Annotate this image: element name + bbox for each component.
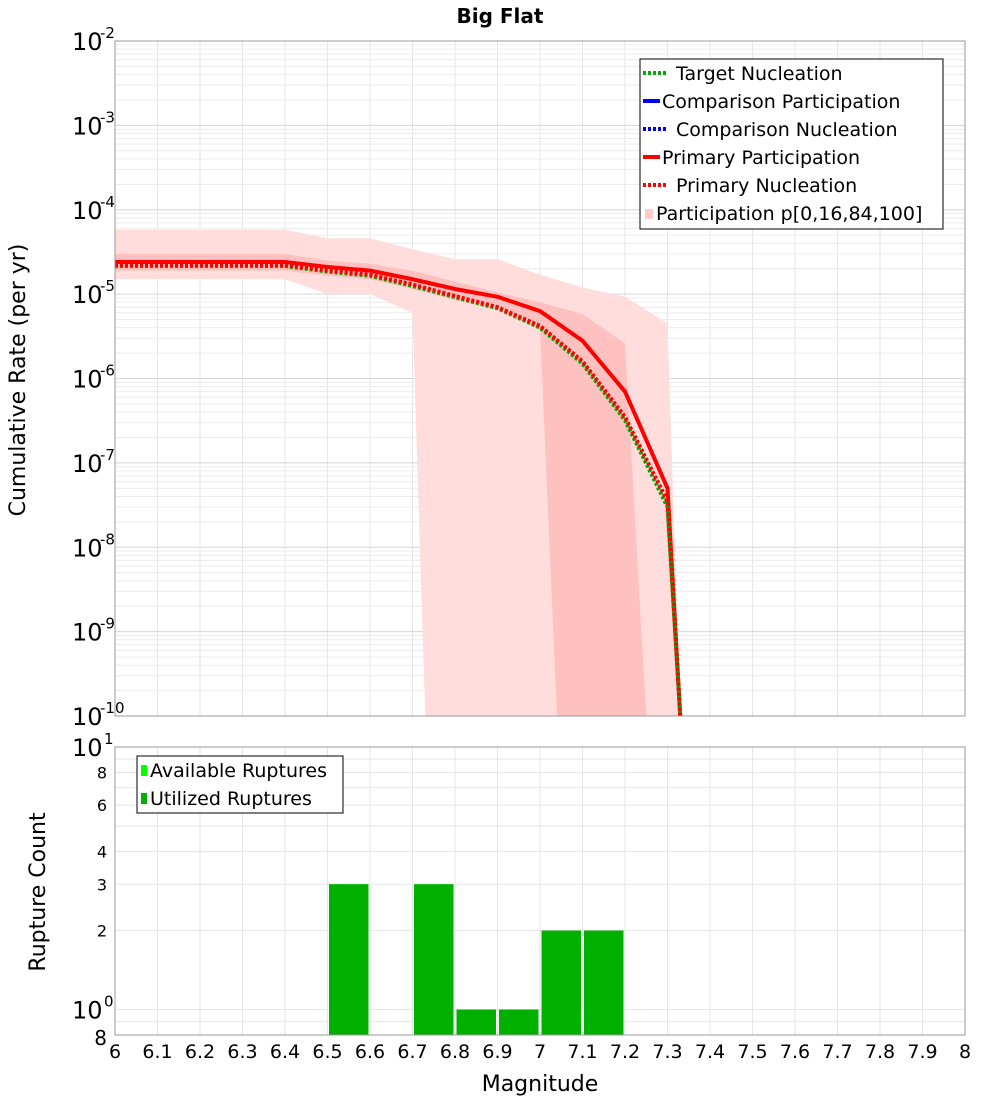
y-tick-exponent: -9: [100, 615, 115, 633]
y-tick-exponent: 0: [104, 993, 114, 1011]
rate-plot-bands: [115, 229, 681, 717]
legend-box: [136, 755, 344, 814]
percentile-band-p16-p84: [115, 253, 647, 716]
bar-utilized-ruptures: [329, 884, 369, 1035]
x-tick-label: 6.8: [440, 1041, 470, 1063]
rupture-count-x-ticks: 6 6.1 6.2 6.3 6.4 6.5 6.6 6.7 6.8 6.9 7 7.1 7.2 7.3 7.…: [109, 1041, 971, 1063]
x-tick-label: 7.8: [865, 1041, 895, 1063]
rate-plot-frame: [114, 40, 966, 717]
legend-swatch: [141, 765, 147, 776]
rate-plot-y-label: Cumulative Rate (per yr): [6, 244, 31, 517]
y-tick-label: 3: [97, 875, 107, 894]
legend-label: Utilized Ruptures: [150, 788, 312, 810]
y-tick-exponent: -3: [100, 108, 115, 126]
legend-label: Comparison Participation: [662, 91, 900, 113]
legend-box: [639, 58, 944, 230]
legend-label: Participation p[0,16,84,100]: [656, 203, 922, 225]
rupture-count-y-label: Rupture Count: [26, 812, 51, 972]
x-tick-label: 6.3: [227, 1041, 257, 1063]
y-tick-label: 6: [97, 796, 107, 815]
y-tick-label: 10: [72, 281, 103, 309]
rate-plot-legend: Target Nucleation Comparison Participatio…: [639, 58, 944, 230]
y-tick-exponent: -5: [100, 277, 115, 295]
x-tick-label: 6.5: [312, 1041, 342, 1063]
x-tick-label: 7.3: [652, 1041, 682, 1063]
legend-label: Target Nucleation: [675, 63, 843, 85]
y-tick-exponent: 1: [104, 730, 114, 748]
legend-label: Comparison Nucleation: [676, 119, 898, 141]
y-tick-label: 10: [72, 366, 103, 394]
y-tick-label: 10: [72, 28, 103, 56]
legend-label: Primary Participation: [662, 147, 860, 169]
x-tick-label: 6.6: [355, 1041, 385, 1063]
y-tick-label: 10: [72, 734, 103, 762]
x-tick-label: 7.7: [822, 1041, 852, 1063]
y-tick-label: 10: [72, 197, 103, 225]
percentile-band-p0-p100: [115, 229, 681, 717]
y-tick-label: 10: [72, 703, 103, 731]
x-tick-label: 6.4: [270, 1041, 300, 1063]
legend-swatch: [141, 793, 147, 804]
rupture-count-bars: [329, 884, 624, 1035]
y-tick-label: 10: [72, 997, 103, 1025]
y-tick-label: 10: [72, 619, 103, 647]
rate-plot-lines: [115, 260, 683, 717]
x-tick-label: 6.9: [482, 1041, 512, 1063]
legend-label: Primary Nucleation: [676, 175, 857, 197]
bar-utilized-ruptures: [456, 1009, 496, 1035]
x-tick-label: 7.5: [737, 1041, 767, 1063]
bar-utilized-ruptures: [499, 1009, 539, 1035]
y-tick-label: 8: [97, 763, 107, 782]
x-tick-label: 6: [109, 1041, 121, 1063]
y-tick-exponent: -10: [100, 699, 125, 717]
bar-utilized-ruptures: [541, 930, 581, 1035]
chart-title: Big Flat: [457, 4, 544, 28]
y-tick-label: 2: [97, 922, 107, 941]
y-tick-exponent: -2: [100, 24, 115, 42]
rupture-count-legend: Available Ruptures Utilized Ruptures: [136, 755, 344, 814]
x-axis-label: Magnitude: [482, 1072, 599, 1097]
x-tick-label: 8: [959, 1041, 971, 1063]
y-tick-label: 10: [72, 112, 103, 140]
x-tick-label: 7.2: [610, 1041, 640, 1063]
series-line-primary-nucleation: [115, 263, 683, 717]
y-tick-exponent: -6: [100, 362, 115, 380]
rupture-count-frame: [114, 746, 966, 1036]
y-tick-exponent: -7: [100, 446, 115, 464]
x-tick-label: 7.1: [567, 1041, 597, 1063]
y-tick-exponent: -4: [100, 193, 115, 211]
x-tick-label: 7.6: [780, 1041, 810, 1063]
y-tick-label: 4: [97, 842, 107, 861]
series-line-primary-participation: [115, 260, 683, 717]
legend-label: Available Ruptures: [150, 760, 327, 782]
x-tick-label: 6.2: [185, 1041, 215, 1063]
y-tick-label: 8: [94, 1026, 107, 1050]
y-tick-label: 10: [72, 450, 103, 478]
rate-plot-y-ticks: 10-210-310-410-510-610-710-810-910-10: [72, 24, 125, 731]
bar-utilized-ruptures: [414, 884, 454, 1035]
x-tick-label: 7: [534, 1041, 546, 1063]
x-tick-label: 7.4: [695, 1041, 725, 1063]
y-tick-exponent: -8: [100, 530, 115, 548]
x-tick-label: 6.7: [397, 1041, 427, 1063]
y-tick-label: 10: [72, 534, 103, 562]
rate-plot-panel: 10-210-310-410-510-610-710-810-910-10 Cu…: [6, 24, 966, 731]
x-tick-label: 6.1: [142, 1041, 172, 1063]
bar-utilized-ruptures: [584, 930, 624, 1035]
x-tick-label: 7.9: [907, 1041, 937, 1063]
legend-swatch: [645, 209, 653, 219]
